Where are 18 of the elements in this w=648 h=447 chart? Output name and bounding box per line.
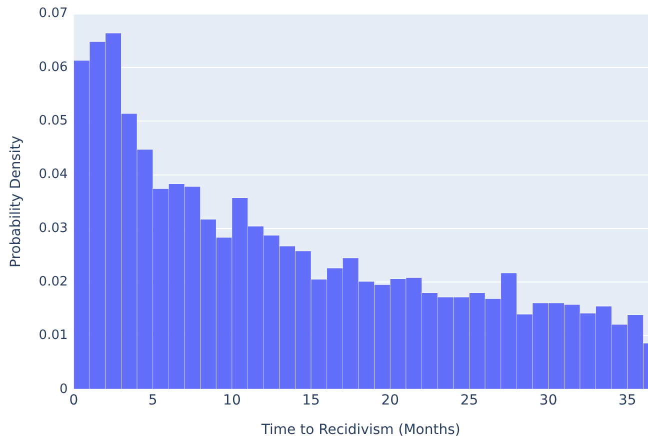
x-tick-label: 0: [69, 392, 78, 408]
x-tick-label: 5: [148, 392, 158, 408]
y-tick-label: 0: [59, 382, 68, 397]
x-tick-label: 25: [460, 392, 478, 408]
x-tick-label: 35: [618, 392, 636, 408]
y-tick-label: 0.02: [38, 274, 68, 290]
y-tick-label: 0.06: [38, 60, 68, 75]
x-tick-label: 30: [539, 392, 558, 408]
x-axis-title: Time to Recidivism (Months): [260, 422, 460, 438]
y-tick-label: 0.05: [38, 113, 68, 128]
x-tick-label: 15: [302, 392, 320, 408]
y-tick-label: 0.04: [38, 167, 68, 182]
y-tick-label: 0.03: [38, 220, 68, 236]
y-tick-label: 0.07: [38, 6, 68, 22]
y-axis-title: Probability Density: [8, 136, 24, 268]
y-tick-label: 0.01: [38, 328, 68, 344]
x-tick-label: 20: [381, 392, 400, 408]
x-tick-label: 10: [223, 392, 241, 408]
